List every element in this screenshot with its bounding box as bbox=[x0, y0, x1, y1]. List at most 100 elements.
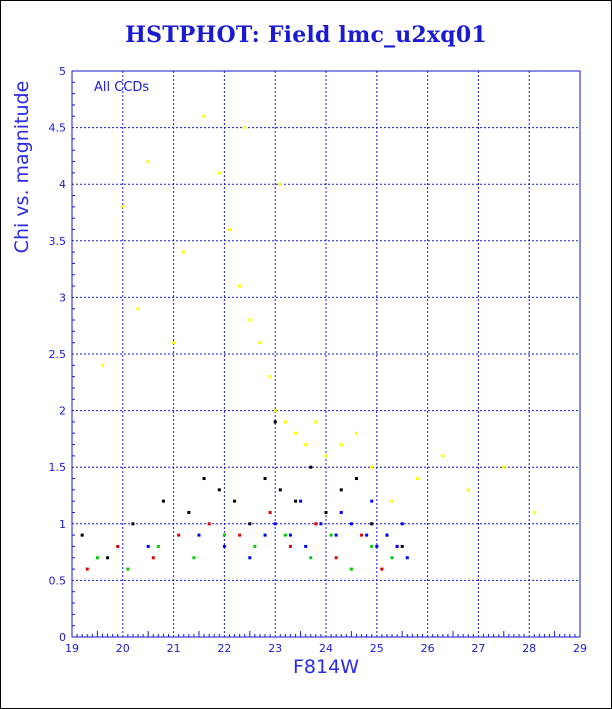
data-point bbox=[532, 510, 536, 514]
data-point bbox=[400, 522, 404, 526]
y-tick-label: 3.5 bbox=[49, 235, 67, 248]
data-point bbox=[202, 477, 206, 481]
data-point bbox=[192, 556, 196, 560]
data-point bbox=[370, 522, 374, 526]
data-point bbox=[299, 499, 303, 503]
chart-title: HSTPHOT: Field lmc_u2xq01 bbox=[125, 22, 487, 48]
data-point bbox=[263, 477, 267, 481]
data-point bbox=[263, 533, 267, 537]
data-point bbox=[233, 499, 237, 503]
x-tick-label: 26 bbox=[421, 642, 435, 655]
data-point bbox=[126, 567, 130, 571]
y-tick-label: 1 bbox=[59, 518, 66, 531]
data-points bbox=[80, 114, 536, 571]
data-point bbox=[370, 465, 374, 469]
y-tick-label: 1.5 bbox=[49, 461, 67, 474]
data-point bbox=[151, 556, 155, 560]
y-tick-label: 5 bbox=[59, 65, 66, 78]
data-point bbox=[288, 533, 292, 537]
data-point bbox=[395, 544, 399, 548]
data-point bbox=[131, 522, 135, 526]
data-point bbox=[238, 284, 242, 288]
data-point bbox=[100, 363, 104, 367]
y-tick-label: 4.5 bbox=[49, 122, 67, 135]
y-tick-label: 4 bbox=[59, 178, 66, 191]
data-point bbox=[268, 510, 272, 514]
data-point bbox=[390, 556, 394, 560]
data-point bbox=[238, 533, 242, 537]
y-tick-labels: 0 0.5 1 1.5 2 2.5 3 3.5 4 4.5 5 bbox=[49, 65, 67, 644]
data-point bbox=[329, 533, 333, 537]
data-point bbox=[288, 544, 292, 548]
y-tick-label: 2.5 bbox=[49, 348, 67, 361]
x-tick-label: 29 bbox=[573, 642, 587, 655]
data-point bbox=[207, 522, 211, 526]
data-point bbox=[161, 499, 165, 503]
plot-frame bbox=[71, 70, 581, 638]
data-point bbox=[121, 205, 125, 209]
data-point bbox=[324, 510, 328, 514]
data-point bbox=[217, 488, 221, 492]
data-point bbox=[222, 544, 226, 548]
data-point bbox=[258, 341, 262, 345]
x-tick-label: 27 bbox=[471, 642, 485, 655]
x-tick-label: 24 bbox=[319, 642, 333, 655]
data-point bbox=[248, 522, 252, 526]
data-point bbox=[334, 556, 338, 560]
data-point bbox=[243, 126, 247, 130]
data-point bbox=[268, 375, 272, 379]
x-tick-label: 28 bbox=[522, 642, 536, 655]
data-point bbox=[182, 250, 186, 254]
data-point bbox=[248, 556, 252, 560]
y-tick-label: 3 bbox=[59, 291, 66, 304]
data-point bbox=[283, 533, 287, 537]
data-point bbox=[136, 307, 140, 311]
data-point bbox=[177, 533, 181, 537]
x-tick-labels: 19 20 21 22 23 24 25 26 27 28 29 bbox=[65, 642, 587, 655]
data-point bbox=[278, 488, 282, 492]
data-point bbox=[309, 556, 313, 560]
data-point bbox=[375, 544, 379, 548]
data-point bbox=[253, 544, 257, 548]
data-point bbox=[80, 533, 84, 537]
data-point bbox=[502, 465, 506, 469]
data-point bbox=[294, 431, 298, 435]
data-point bbox=[314, 420, 318, 424]
data-point bbox=[349, 567, 353, 571]
data-point bbox=[339, 443, 343, 447]
data-point bbox=[405, 556, 409, 560]
data-point bbox=[116, 544, 120, 548]
data-point bbox=[106, 556, 110, 560]
data-point bbox=[273, 409, 277, 413]
data-point bbox=[339, 510, 343, 514]
data-point bbox=[370, 499, 374, 503]
data-point bbox=[227, 227, 231, 231]
data-point bbox=[380, 567, 384, 571]
y-tick-label: 2 bbox=[59, 405, 66, 418]
y-tick-label: 0 bbox=[59, 631, 66, 644]
data-point bbox=[349, 522, 353, 526]
data-point bbox=[314, 522, 318, 526]
data-point bbox=[294, 499, 298, 503]
data-point bbox=[146, 160, 150, 164]
data-point bbox=[309, 465, 313, 469]
data-point bbox=[273, 420, 277, 424]
data-point bbox=[354, 477, 358, 481]
data-point bbox=[273, 522, 277, 526]
data-point bbox=[187, 510, 191, 514]
data-point bbox=[400, 544, 404, 548]
data-point bbox=[197, 533, 201, 537]
data-point bbox=[319, 522, 323, 526]
data-point bbox=[339, 488, 343, 492]
x-tick-label: 23 bbox=[268, 642, 282, 655]
x-tick-label: 25 bbox=[370, 642, 384, 655]
data-point bbox=[304, 544, 308, 548]
data-point bbox=[146, 544, 150, 548]
data-point bbox=[172, 341, 176, 345]
data-point bbox=[385, 533, 389, 537]
data-point bbox=[360, 533, 364, 537]
x-tick-label: 22 bbox=[217, 642, 231, 655]
data-point bbox=[156, 544, 160, 548]
x-tick-label: 20 bbox=[116, 642, 130, 655]
